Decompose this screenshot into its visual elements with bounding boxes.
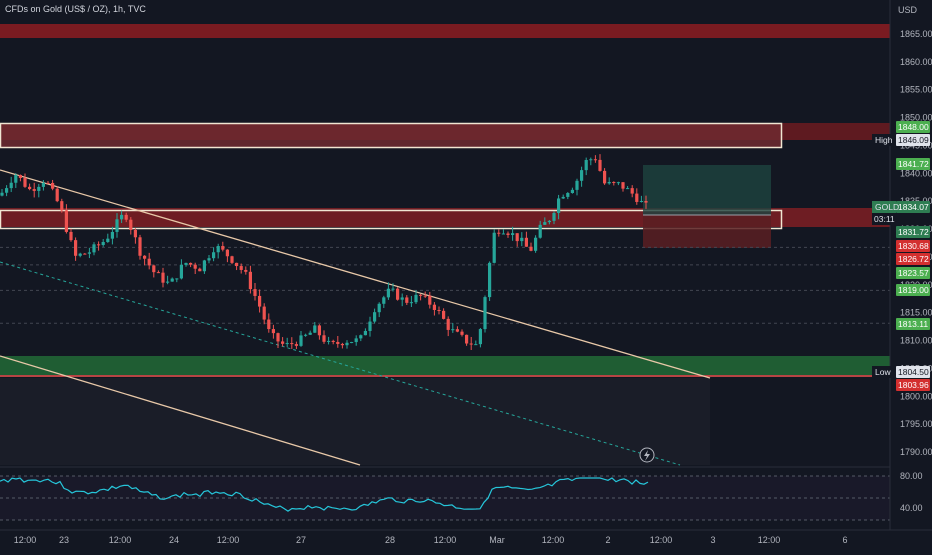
price-tick-label: 1800.00 xyxy=(900,391,932,401)
price-tick-label: 1850.00 xyxy=(900,113,932,123)
price-tick-label: 1840.00 xyxy=(900,168,932,178)
supply-zone-top xyxy=(0,24,890,38)
rsi-axis: 80.00 40.00 xyxy=(900,471,923,513)
channel-mid[interactable] xyxy=(0,261,681,466)
time-label: 12:00 xyxy=(109,535,132,545)
box-zone-high xyxy=(0,122,783,149)
price-tag: 1831.72 xyxy=(898,227,929,237)
price-tag: 1819.00 xyxy=(898,285,929,295)
time-label: 27 xyxy=(296,535,306,545)
price-tag: 1830.68 xyxy=(898,241,929,251)
time-label: 24 xyxy=(169,535,179,545)
price-tag-label: High xyxy=(875,135,893,145)
rsi-tick-label: 80.00 xyxy=(900,471,923,481)
level-lines xyxy=(0,246,890,324)
time-label: 12:00 xyxy=(542,535,565,545)
price-tick-label: 1795.00 xyxy=(900,419,932,429)
price-tag: 1848.00 xyxy=(898,122,929,132)
time-label: Mar xyxy=(489,535,505,545)
price-tag: 1823.57 xyxy=(898,268,929,278)
price-tick-label: 1865.00 xyxy=(900,29,932,39)
price-tag: 1841.72 xyxy=(898,159,929,169)
box-zone-high-fill xyxy=(0,123,782,147)
price-tag-label: Low xyxy=(875,367,891,377)
channel-upper[interactable] xyxy=(0,169,711,379)
time-label: 12:00 xyxy=(758,535,781,545)
time-axis[interactable]: 12:00 23 12:00 24 12:00 27 28 12:00 Mar 12:00 2 12:… xyxy=(14,535,848,545)
time-label: 23 xyxy=(59,535,69,545)
box-zone-mid xyxy=(0,209,783,230)
lightning-icon[interactable] xyxy=(639,447,655,463)
rsi-line xyxy=(0,477,649,512)
channel-lower[interactable] xyxy=(0,355,361,466)
time-label: 6 xyxy=(842,535,847,545)
price-tick-label: 1790.00 xyxy=(900,447,932,457)
time-label: 12:00 xyxy=(434,535,457,545)
currency-label: USD xyxy=(898,5,918,15)
price-tag: 1813.11 xyxy=(898,319,928,329)
price-tag: 1803.96 xyxy=(898,380,929,390)
time-label: 12:00 xyxy=(650,535,673,545)
position-loss[interactable] xyxy=(643,215,771,248)
price-tag: 1804.50 xyxy=(898,367,929,377)
demand-zone xyxy=(0,356,890,375)
position-profit[interactable] xyxy=(643,165,771,215)
time-label: 2 xyxy=(605,535,610,545)
price-tag-label: GOLD xyxy=(875,202,899,212)
time-label: 3 xyxy=(710,535,715,545)
time-label: 12:00 xyxy=(217,535,240,545)
chart-title: CFDs on Gold (US$ / OZ), 1h, TVC xyxy=(5,4,146,14)
time-label: 12:00 xyxy=(14,535,37,545)
price-tag-countdown: 03:11 xyxy=(874,214,895,224)
price-tag: 1846.09 xyxy=(898,135,929,145)
price-tick-label: 1815.00 xyxy=(900,308,932,318)
price-tick-label: 1810.00 xyxy=(900,336,932,346)
price-tick-label: 1860.00 xyxy=(900,57,932,67)
lower-shade xyxy=(0,378,710,465)
time-label: 28 xyxy=(385,535,395,545)
price-tag: 1826.72 xyxy=(898,254,929,264)
candles xyxy=(0,154,648,351)
price-tick-label: 1855.00 xyxy=(900,85,932,95)
rsi-tick-label: 40.00 xyxy=(900,503,923,513)
price-tag: 1834.07 xyxy=(898,202,929,212)
